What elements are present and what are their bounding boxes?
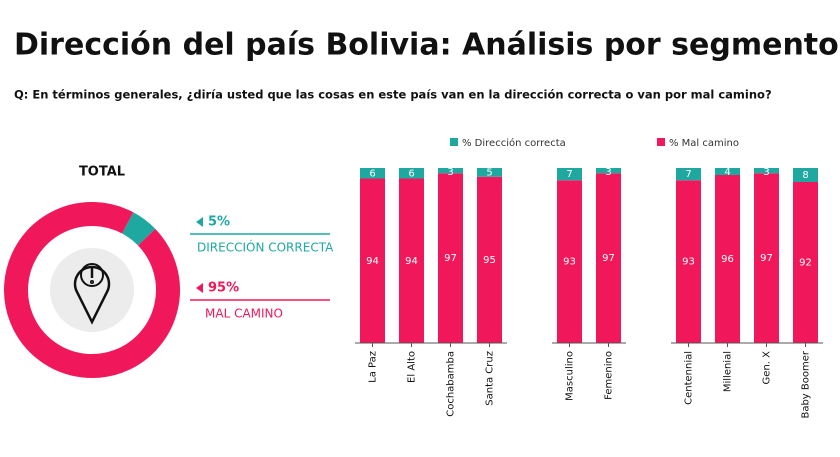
bar-segment: [477, 176, 502, 343]
bar-value-label: 94: [405, 256, 418, 267]
bar-value-label: 92: [799, 258, 812, 269]
bar-value-label: 3: [605, 167, 611, 178]
bar-value-label: 7: [566, 169, 572, 180]
bar-value-label: 7: [685, 169, 691, 180]
bar-segment: [477, 168, 502, 177]
bar-value-label: 97: [444, 253, 457, 264]
x-tick-label: Gen. X: [762, 351, 773, 385]
bar-value-label: 6: [369, 168, 375, 179]
value-label: 5%: [208, 215, 230, 230]
bar-segment: [715, 175, 740, 343]
x-tick-label: Santa Cruz: [485, 351, 496, 406]
bar-value-label: 3: [763, 167, 769, 178]
bar-value-label: 5: [486, 167, 492, 178]
bar-segment: [596, 173, 621, 343]
legend-label: % Mal camino: [669, 138, 739, 149]
bar-segment: [399, 168, 424, 179]
page-title: Dirección del país Bolivia: Análisis por…: [14, 28, 839, 63]
bar-value-label: 8: [802, 170, 808, 181]
legend-swatch: [657, 138, 665, 146]
x-tick-label: Cochabamba: [446, 351, 457, 417]
bar-segment: [438, 173, 463, 343]
bar-value-label: 97: [602, 253, 615, 264]
bar-value-label: 95: [483, 255, 496, 266]
bar-value-label: 93: [682, 257, 695, 268]
bar-segment: [557, 168, 582, 181]
donut-slice: [4, 202, 180, 378]
bar-segment: [399, 178, 424, 343]
x-tick-label: Masculino: [565, 351, 576, 401]
pointer-arrow: [196, 217, 203, 227]
x-tick-label: La Paz: [368, 351, 379, 383]
pie-title: TOTAL: [79, 165, 125, 180]
bar-value-label: 97: [760, 253, 773, 264]
x-tick-label: Baby Boomer: [801, 350, 812, 418]
bar-value-label: 4: [724, 167, 730, 178]
legend-label: % Dirección correcta: [462, 137, 566, 149]
bar-segment: [596, 168, 621, 174]
bar-segment: [754, 173, 779, 343]
bar-segment: [557, 180, 582, 343]
bar-value-label: 6: [408, 168, 414, 179]
bar-segment: [793, 182, 818, 343]
category-label: DIRECCIÓN CORRECTA: [197, 240, 334, 255]
bar-segment: [793, 168, 818, 182]
bar-segment: [754, 168, 779, 174]
pointer-arrow: [196, 283, 203, 293]
warning-pin-icon: [73, 263, 111, 325]
question: Q: En términos generales, ¿diría usted q…: [14, 88, 772, 102]
bar-value-label: 3: [447, 167, 453, 178]
bar-value-label: 96: [721, 254, 734, 265]
icon-background: [50, 248, 134, 332]
bar-value-label: 93: [563, 257, 576, 268]
donut-slice: [121, 212, 156, 246]
bar-segment: [438, 168, 463, 174]
bar-segment: [715, 168, 740, 175]
x-tick-label: Millenial: [723, 351, 734, 392]
category-label: MAL CAMINO: [205, 307, 283, 321]
value-label: 95%: [208, 281, 239, 296]
bar-segment: [360, 168, 385, 179]
x-tick-label: Femenino: [604, 351, 615, 400]
bar-segment: [360, 178, 385, 343]
legend-swatch: [450, 138, 458, 146]
x-tick-label: Centennial: [684, 351, 695, 405]
bar-value-label: 94: [366, 256, 379, 267]
bar-segment: [676, 180, 701, 343]
bar-segment: [676, 168, 701, 181]
x-tick-label: El Alto: [407, 351, 418, 383]
